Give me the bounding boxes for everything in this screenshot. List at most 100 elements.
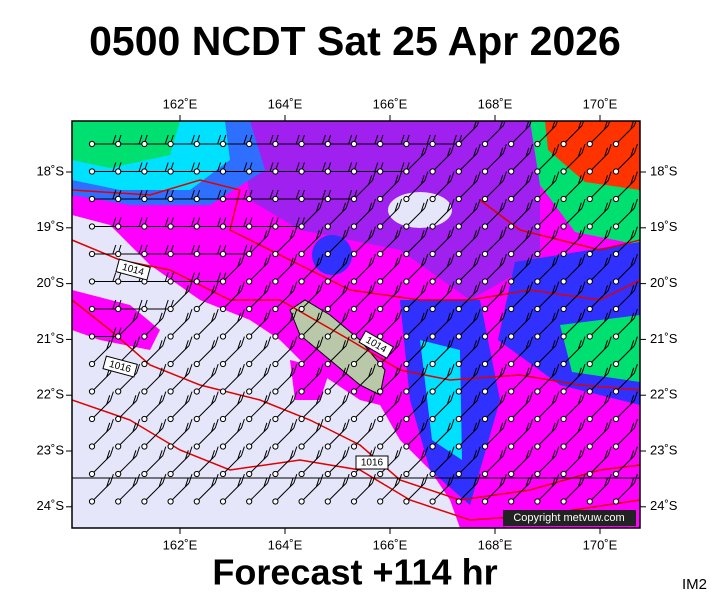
- barb-station: [298, 223, 305, 230]
- barb-feather: [551, 257, 556, 267]
- barb-station: [612, 333, 620, 340]
- barb-station: [141, 223, 148, 230]
- wind-barb: [219, 336, 245, 368]
- barb-feather: [217, 162, 222, 172]
- barb-station: [350, 168, 358, 175]
- barb-feather: [476, 363, 481, 374]
- barb-station: [429, 250, 436, 258]
- barb-station: [455, 443, 462, 450]
- barb-feather: [368, 312, 373, 322]
- barb-station: [429, 278, 436, 285]
- barb-feather: [371, 418, 376, 429]
- barb-feather: [214, 308, 219, 319]
- barb-feather: [164, 272, 169, 282]
- barb-feather: [450, 473, 455, 484]
- wind-barb: [324, 418, 350, 450]
- wind-barb: [141, 336, 167, 368]
- barb-feather: [502, 198, 507, 209]
- barb-station: [167, 168, 174, 175]
- barb-feather: [138, 134, 143, 145]
- barb-station: [167, 470, 174, 478]
- barb-feather: [607, 363, 612, 374]
- barb-feather: [190, 272, 195, 282]
- barb-feather: [450, 253, 455, 264]
- barb-feather: [211, 285, 215, 295]
- barb-feather: [240, 253, 245, 264]
- barb-feather: [502, 226, 507, 236]
- wind-barb: [377, 336, 403, 368]
- barb-feather: [267, 281, 272, 291]
- barb-feather: [267, 226, 272, 236]
- barb-feather: [158, 477, 163, 487]
- wind-barb: [455, 226, 481, 258]
- field-lavender-blob: [388, 192, 452, 228]
- barb-feather: [581, 336, 586, 346]
- barb-feather: [237, 422, 242, 432]
- barb-station: [560, 278, 567, 285]
- barb-feather: [525, 285, 530, 295]
- barb-station: [560, 140, 567, 148]
- barb-feather: [426, 134, 431, 145]
- barb-feather: [604, 230, 608, 240]
- wind-barb: [429, 308, 455, 340]
- barb-feather: [106, 450, 111, 460]
- lat-label-right: 19˚S: [650, 219, 678, 234]
- wind-barb: [246, 363, 272, 395]
- barb-feather: [499, 367, 504, 377]
- barb-feather: [269, 162, 274, 172]
- barb-feather: [138, 217, 143, 227]
- wind-barb: [298, 134, 332, 148]
- barb-feather: [214, 281, 219, 291]
- barb-feather: [371, 446, 376, 456]
- barb-feather: [243, 134, 248, 145]
- barb-feather: [633, 363, 638, 374]
- wind-barb: [586, 391, 612, 423]
- barb-feather: [319, 363, 324, 374]
- barb-station: [429, 470, 436, 478]
- barb-station: [455, 360, 462, 368]
- barb-station: [429, 360, 436, 368]
- barb-feather: [604, 367, 608, 377]
- barb-feather: [581, 446, 586, 456]
- barb-feather: [555, 418, 560, 429]
- barb-feather: [424, 308, 429, 319]
- barb-feather: [473, 257, 477, 267]
- barb-station: [560, 223, 567, 230]
- wind-barb: [324, 391, 350, 423]
- barb-feather: [424, 473, 429, 484]
- wind-barb: [141, 391, 167, 423]
- barb-feather: [184, 477, 189, 487]
- barb-feather: [577, 230, 582, 240]
- wind-barb: [246, 418, 272, 450]
- barb-station: [612, 250, 620, 258]
- wind-barb: [246, 473, 272, 505]
- wind-barb: [481, 363, 507, 395]
- barb-station: [612, 140, 620, 148]
- barb-feather: [607, 253, 612, 264]
- barb-feather: [551, 367, 556, 377]
- barb-feather: [420, 257, 425, 267]
- barb-feather: [368, 230, 373, 240]
- barb-feather: [319, 336, 324, 346]
- barb-station: [246, 470, 253, 478]
- barb-station: [324, 443, 331, 450]
- barb-feather: [132, 477, 137, 487]
- barb-feather: [345, 391, 350, 401]
- barb-feather: [158, 450, 163, 460]
- wind-barb: [612, 473, 638, 505]
- barb-feather: [581, 143, 586, 154]
- barb-station: [560, 498, 567, 505]
- lon-label-bottom: 170˚E: [583, 537, 618, 552]
- barb-station: [324, 498, 331, 505]
- barb-feather: [476, 391, 481, 401]
- barb-feather: [446, 367, 451, 377]
- barb-station: [167, 415, 174, 423]
- barb-feather: [184, 395, 189, 405]
- barb-feather: [106, 395, 111, 405]
- barb-feather: [577, 477, 582, 487]
- barb-feather: [551, 340, 556, 350]
- barb-feather: [473, 121, 477, 130]
- wind-barb: [403, 171, 429, 203]
- wind-barb: [586, 226, 612, 258]
